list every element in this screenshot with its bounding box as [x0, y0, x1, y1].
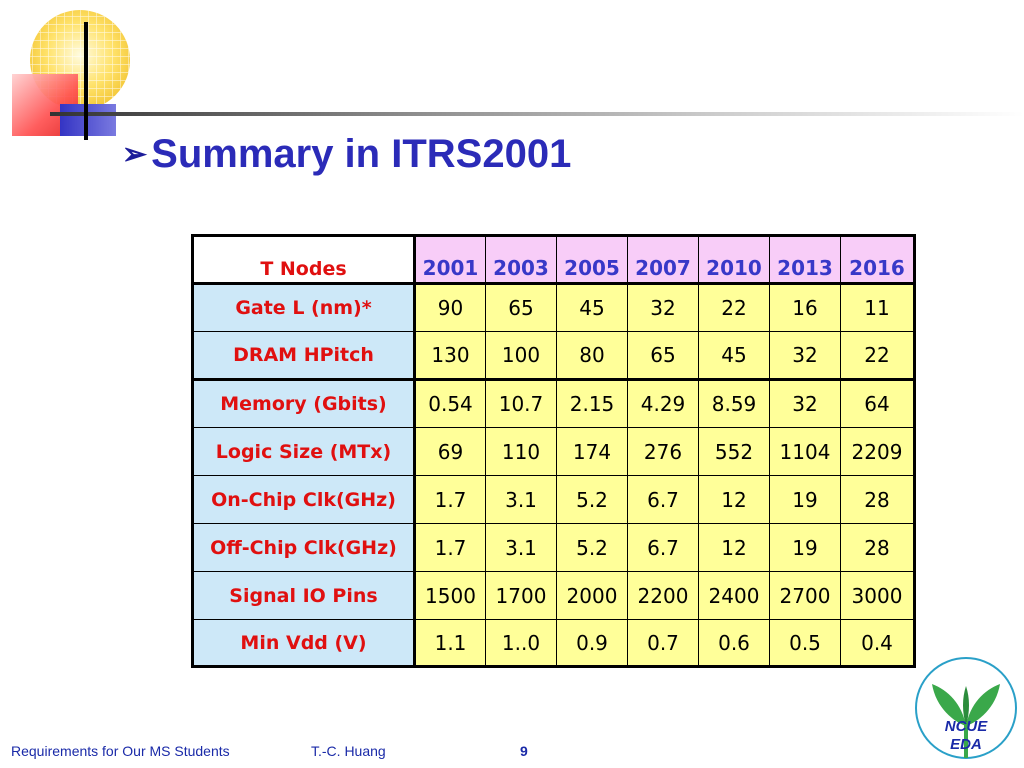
- row-label: DRAM HPitch: [191, 331, 416, 381]
- table-cell: 2700: [769, 571, 841, 620]
- table-cell: 12: [698, 523, 770, 572]
- table-cell: 174: [556, 427, 628, 476]
- table-cell: 22: [698, 283, 770, 332]
- table-cell: 32: [627, 283, 699, 332]
- table-cell: 8.59: [698, 379, 770, 428]
- table-row: Logic Size (MTx) 69 110 174 276 552 1104…: [191, 427, 916, 476]
- table-cell: 10.7: [485, 379, 557, 428]
- table-cell: 1500: [414, 571, 486, 620]
- table-cell: 2.15: [556, 379, 628, 428]
- slide-title-text: Summary in ITRS2001: [151, 131, 572, 176]
- logo-line1: NCUE: [944, 718, 988, 735]
- header-rule: [50, 112, 1024, 116]
- row-label: On-Chip Clk(GHz): [191, 475, 416, 524]
- table-cell: 32: [769, 379, 841, 428]
- table-cell: 19: [769, 523, 841, 572]
- table-cell: 16: [769, 283, 841, 332]
- year-header: 2013: [769, 234, 841, 285]
- table-cell: 3.1: [485, 475, 557, 524]
- table-cell: 0.6: [698, 619, 770, 668]
- table-cell: 3.1: [485, 523, 557, 572]
- table-cell: 1..0: [485, 619, 557, 668]
- table-cell: 2200: [627, 571, 699, 620]
- table-cell: 100: [485, 331, 557, 381]
- table-cell: 110: [485, 427, 557, 476]
- table-cell: 0.5: [769, 619, 841, 668]
- ncue-eda-logo: [915, 657, 1017, 759]
- table-row: Min Vdd (V) 1.1 1..0 0.9 0.7 0.6 0.5 0.4: [191, 619, 916, 668]
- table-cell: 130: [414, 331, 486, 381]
- table-cell: 65: [627, 331, 699, 381]
- table-cell: 552: [698, 427, 770, 476]
- footer-course: Requirements for Our MS Students: [11, 743, 230, 759]
- bullet-arrow-icon: ➢: [122, 137, 148, 171]
- year-header: 2016: [840, 234, 916, 285]
- year-header: 2001: [414, 234, 486, 285]
- table-cell: 1104: [769, 427, 841, 476]
- table-cell: 80: [556, 331, 628, 381]
- table-row: Signal IO Pins 1500 1700 2000 2200 2400 …: [191, 571, 916, 620]
- table-cell: 0.4: [840, 619, 916, 668]
- table-cell: 3000: [840, 571, 916, 620]
- year-header: 2003: [485, 234, 557, 285]
- year-header: 2007: [627, 234, 699, 285]
- logo-text: NCUE EDA: [914, 718, 1018, 754]
- table-cell: 4.29: [627, 379, 699, 428]
- itrs-summary-table: T Nodes 2001 2003 2005 2007 2010 2013 20…: [191, 234, 916, 668]
- table-cell: 11: [840, 283, 916, 332]
- table-cell: 0.7: [627, 619, 699, 668]
- table-cell: 32: [769, 331, 841, 381]
- table-cell: 6.7: [627, 523, 699, 572]
- table-cell: 1.1: [414, 619, 486, 668]
- corner-header: T Nodes: [191, 234, 416, 285]
- table-cell: 1.7: [414, 475, 486, 524]
- table-cell: 2400: [698, 571, 770, 620]
- table-cell: 2000: [556, 571, 628, 620]
- row-label: Logic Size (MTx): [191, 427, 416, 476]
- table-row: Memory (Gbits) 0.54 10.7 2.15 4.29 8.59 …: [191, 379, 916, 428]
- year-header: 2010: [698, 234, 770, 285]
- logo-line2: EDA: [950, 736, 982, 753]
- table-cell: 45: [556, 283, 628, 332]
- table-cell: 28: [840, 475, 916, 524]
- table-cell: 0.54: [414, 379, 486, 428]
- table-row: DRAM HPitch 130 100 80 65 45 32 22: [191, 331, 916, 381]
- table-header-row: T Nodes 2001 2003 2005 2007 2010 2013 20…: [191, 234, 916, 285]
- row-label: Min Vdd (V): [191, 619, 416, 668]
- table-cell: 19: [769, 475, 841, 524]
- table-cell: 45: [698, 331, 770, 381]
- table-row: On-Chip Clk(GHz) 1.7 3.1 5.2 6.7 12 19 2…: [191, 475, 916, 524]
- table-cell: 12: [698, 475, 770, 524]
- table-cell: 2209: [840, 427, 916, 476]
- row-label: Gate L (nm)*: [191, 283, 416, 332]
- table-cell: 0.9: [556, 619, 628, 668]
- row-label: Signal IO Pins: [191, 571, 416, 620]
- row-label: Memory (Gbits): [191, 379, 416, 428]
- slide-title: ➢ Summary in ITRS2001: [122, 126, 571, 182]
- footer-author: T.-C. Huang: [311, 743, 386, 759]
- table-row: Gate L (nm)* 90 65 45 32 22 16 11: [191, 283, 916, 332]
- table-cell: 1700: [485, 571, 557, 620]
- row-label: Off-Chip Clk(GHz): [191, 523, 416, 572]
- table-cell: 5.2: [556, 523, 628, 572]
- table-cell: 65: [485, 283, 557, 332]
- table-cell: 90: [414, 283, 486, 332]
- year-header: 2005: [556, 234, 628, 285]
- table-cell: 6.7: [627, 475, 699, 524]
- table-row: Off-Chip Clk(GHz) 1.7 3.1 5.2 6.7 12 19 …: [191, 523, 916, 572]
- header-vertical-rule: [84, 22, 88, 140]
- table-cell: 1.7: [414, 523, 486, 572]
- table-cell: 5.2: [556, 475, 628, 524]
- table-cell: 64: [840, 379, 916, 428]
- table-cell: 69: [414, 427, 486, 476]
- table-cell: 22: [840, 331, 916, 381]
- page-number: 9: [520, 743, 528, 759]
- table-cell: 28: [840, 523, 916, 572]
- table-cell: 276: [627, 427, 699, 476]
